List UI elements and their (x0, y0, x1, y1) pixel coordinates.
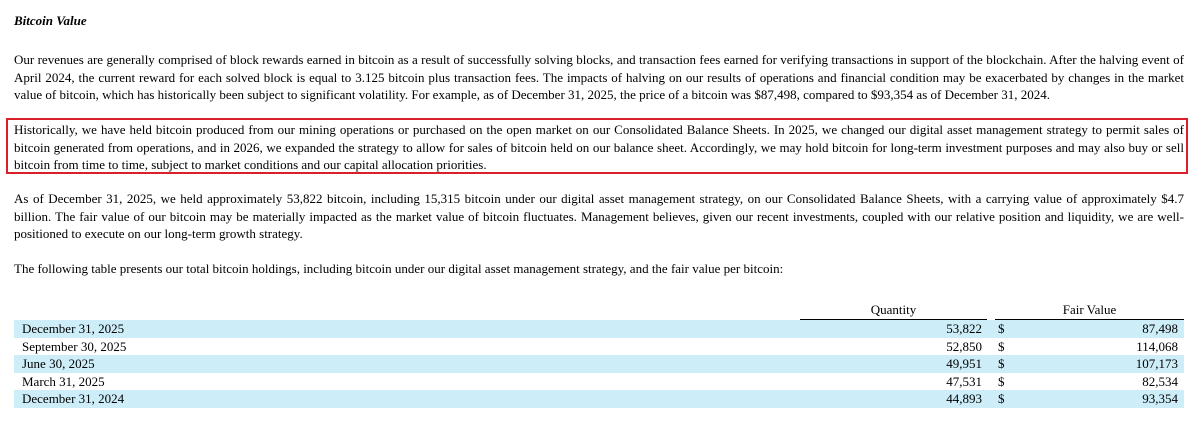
fair-value: 82,534 (1142, 373, 1178, 389)
fair-value: 114,068 (1136, 338, 1178, 354)
row-label: March 31, 2025 (22, 373, 105, 389)
section-title: Bitcoin Value (14, 13, 87, 28)
column-header: Fair Value (995, 302, 1184, 320)
paragraph: The following table presents our total b… (14, 261, 784, 276)
paragraph: Historically, we have held bitcoin produ… (14, 122, 1184, 172)
quantity: 44,893 (946, 391, 982, 406)
row-label: December 31, 2025 (22, 321, 125, 336)
currency-symbol: $ (998, 338, 1005, 354)
fair-value: 87,498 (1142, 321, 1178, 336)
fair-value: 107,173 (1135, 356, 1178, 371)
quantity: 53,822 (946, 321, 982, 336)
table-row: December 31, 2025 53,822 $87,498 (14, 320, 1184, 338)
paragraph: As of December 31, 2025, we held approxi… (14, 191, 1184, 241)
row-label: June 30, 2025 (22, 356, 95, 371)
currency-symbol: $ (998, 356, 1005, 371)
quantity: 47,531 (946, 373, 982, 389)
table-row: December 31, 2024 44,893 $93,354 (14, 390, 1184, 408)
paragraph: Our revenues are generally comprised of … (14, 52, 1184, 102)
table-row: September 30, 2025 52,850 $114,068 (14, 338, 1184, 356)
currency-symbol: $ (998, 391, 1005, 406)
quantity: 52,850 (946, 338, 982, 354)
fair-value: 93,354 (1142, 391, 1178, 406)
table-row: June 30, 2025 49,951 $107,173 (14, 355, 1184, 373)
row-label: December 31, 2024 (22, 391, 125, 406)
currency-symbol: $ (998, 373, 1005, 389)
row-label: September 30, 2025 (22, 338, 127, 354)
table-row: March 31, 2025 47,531 $82,534 (14, 373, 1184, 391)
quantity: 49,951 (946, 356, 982, 371)
highlight-box (6, 118, 1188, 174)
currency-symbol: $ (998, 321, 1005, 336)
column-header: Quantity (800, 302, 987, 320)
